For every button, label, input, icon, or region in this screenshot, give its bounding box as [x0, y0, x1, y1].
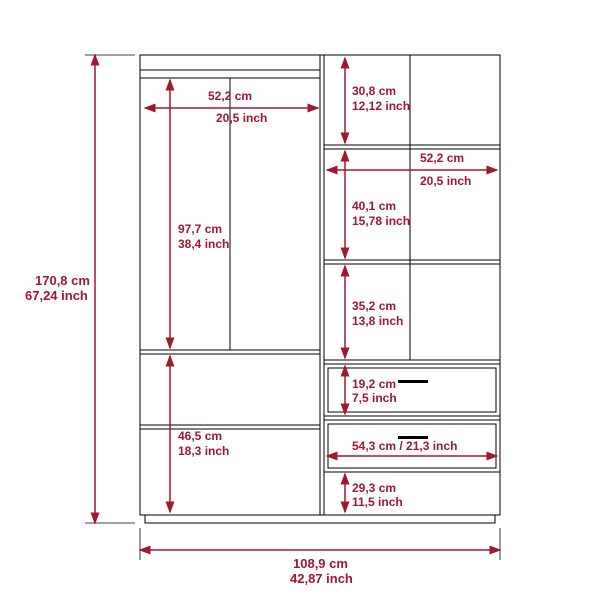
drawer1-handle: [398, 380, 428, 383]
dim-height-cm: 170,8 cm: [35, 273, 90, 288]
dim-right-colw-cm: 52,2 cm: [420, 151, 464, 165]
dim-left-bot-cm: 46,5 cm: [178, 429, 222, 443]
dim-drawer-w-label: 54,3 cm / 21,3 inch: [352, 439, 457, 453]
cabinet-base: [145, 515, 495, 523]
dim-bottom-gap-inch: 11,5 inch: [352, 495, 403, 509]
dim-right-s2-cm: 40,1 cm: [352, 199, 396, 213]
dim-right-top-cm: 30,8 cm: [352, 84, 396, 98]
dim-left-bot-inch: 18,3 inch: [178, 444, 229, 458]
dim-right-s3-inch: 13,8 inch: [352, 314, 403, 328]
dim-height-inch: 67,24 inch: [25, 288, 88, 303]
dim-left-hang-cm: 97,7 cm: [178, 222, 222, 236]
dim-bottom-gap-cm: 29,3 cm: [352, 481, 396, 495]
wardrobe-diagram: 170,8 cm 67,24 inch 108,9 cm 42,87 inch …: [0, 0, 600, 600]
dim-right-colw-inch: 20,5 inch: [420, 174, 471, 188]
dim-right-s3-cm: 35,2 cm: [352, 299, 396, 313]
dim-left-width-cm: 52,2 cm: [208, 89, 252, 103]
dim-width-inch: 42,87 inch: [290, 571, 353, 586]
dim-drawer-h-inch: 7,5 inch: [352, 391, 397, 405]
dim-right-s2-inch: 15,78 inch: [352, 214, 410, 228]
dim-drawer-h-cm: 19,2 cm: [352, 377, 396, 391]
dim-right-top-inch: 12,12 inch: [352, 99, 410, 113]
dim-width-cm: 108,9 cm: [293, 556, 348, 571]
dim-left-width-inch: 20,5 inch: [216, 111, 267, 125]
dim-left-hang-inch: 38,4 inch: [178, 237, 229, 251]
